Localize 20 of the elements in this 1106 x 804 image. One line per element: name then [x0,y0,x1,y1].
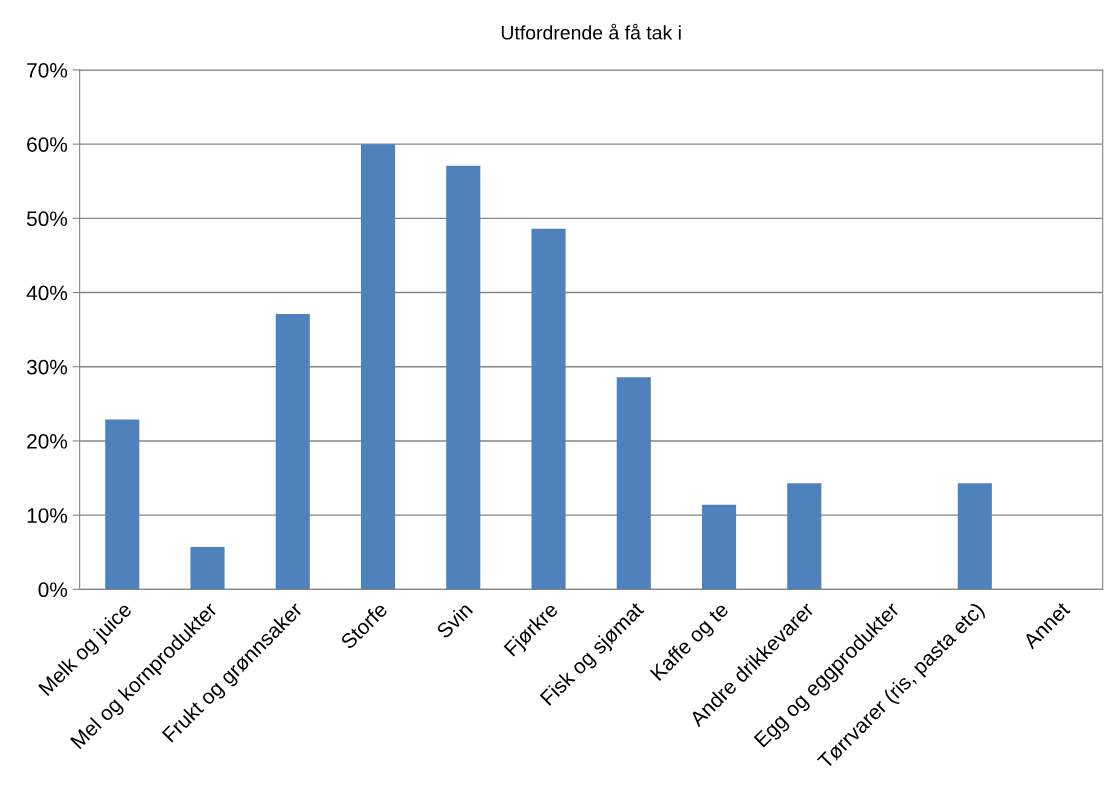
chart-title: Utfordrende å få tak i [501,23,681,40]
bar [701,504,737,590]
x-tick-label: Svin [435,601,474,640]
y-tick-label: 60% [27,137,68,152]
bar [190,547,225,590]
y-tick-label: 10% [27,508,68,523]
bar [787,483,822,590]
y-tick-label: 70% [27,62,68,78]
y-tick-label: 40% [26,285,68,301]
bar [531,228,566,590]
y-tick-label: 20% [27,433,68,449]
bar [957,483,992,590]
bar [360,144,396,590]
bar [105,419,140,590]
y-tick-label: 0% [38,582,68,598]
y-tick-label: 50% [26,211,68,227]
bar [275,314,310,590]
bar [446,165,481,590]
bar [616,377,651,590]
y-tick-label: 30% [26,359,68,375]
